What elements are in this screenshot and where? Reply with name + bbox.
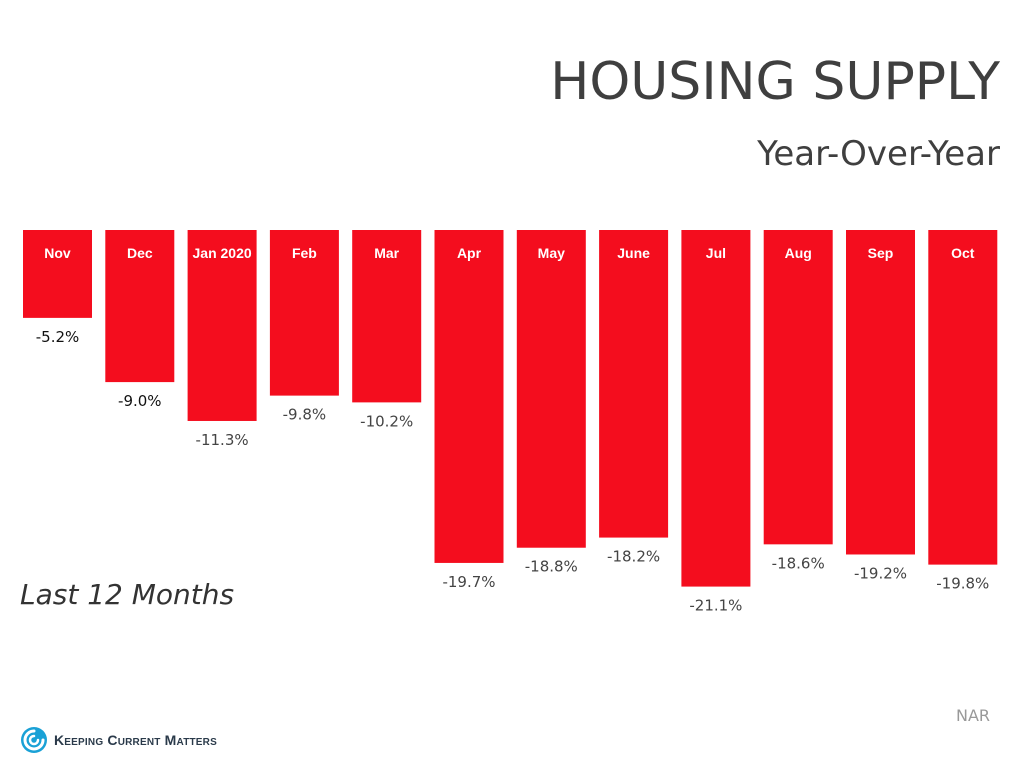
bar-8 [681,230,751,587]
category-label-3: Feb [292,245,317,261]
category-label-1: Dec [127,245,153,261]
value-label-1: -9.0% [118,392,162,410]
category-label-5: Apr [457,245,482,261]
bar-1 [105,230,175,383]
category-label-0: Nov [44,245,71,261]
bar-6 [516,230,586,548]
bar-0 [23,230,92,318]
value-label-10: -19.2% [854,564,907,582]
value-label-8: -21.1% [689,597,742,615]
bar-4 [352,230,422,403]
bar-7 [599,230,669,538]
swirl-logo-icon [21,727,47,753]
value-label-4: -10.2% [360,412,413,430]
bar-3 [269,230,339,396]
category-label-11: Oct [951,245,975,261]
page-title: HOUSING SUPPLY [550,52,1000,112]
category-label-6: May [538,245,565,261]
category-label-10: Sep [868,245,894,261]
value-label-5: -19.7% [442,573,495,591]
bar-5 [434,230,504,563]
brand: Keeping Current Matters [20,726,217,754]
value-label-2: -11.3% [196,431,249,449]
bar-11 [928,230,998,565]
period-label: Last 12 Months [20,578,235,611]
category-label-9: Aug [785,245,812,261]
category-label-8: Jul [706,245,726,261]
category-label-2: Jan 2020 [193,245,252,261]
value-label-6: -18.8% [525,558,578,576]
value-label-7: -18.2% [607,548,660,566]
value-label-9: -18.6% [772,554,825,572]
value-label-11: -19.8% [936,575,989,593]
bar-10 [846,230,915,555]
brand-name: Keeping Current Matters [54,732,217,748]
value-label-3: -9.8% [283,406,327,424]
page-subtitle: Year-Over-Year [757,134,1000,174]
value-label-0: -5.2% [36,328,80,346]
bar-2 [187,230,257,421]
bar-9 [763,230,833,545]
source-label: NAR [955,706,990,725]
category-label-7: June [617,245,650,261]
category-label-4: Mar [374,245,399,261]
